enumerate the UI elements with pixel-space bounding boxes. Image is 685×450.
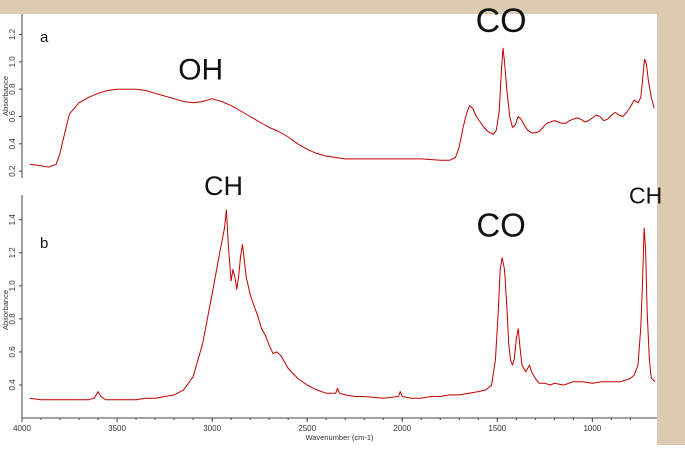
peak-annotation-oh-a: OH bbox=[178, 54, 223, 87]
x-tick-label: 1500 bbox=[488, 424, 506, 433]
y-tick-label-b: 1.0 bbox=[8, 280, 17, 292]
right-border bbox=[657, 0, 685, 445]
y-axis-title-b: Absorbance bbox=[1, 290, 10, 330]
y-tick-label-a: 0.2 bbox=[8, 165, 17, 177]
spectrum-line-b bbox=[29, 209, 656, 401]
plot-area-a bbox=[22, 14, 657, 178]
y-tick-label-a: 1.0 bbox=[8, 56, 17, 68]
y-tick-label-b: 1.2 bbox=[8, 247, 17, 259]
y-axis-title-a: Absorbance bbox=[1, 76, 10, 116]
y-tick-label-b: 0.8 bbox=[8, 313, 17, 325]
y-tick-label-a: 1.2 bbox=[8, 28, 17, 40]
plot-area-b bbox=[22, 195, 657, 418]
y-tick-label-a: 0.8 bbox=[8, 83, 17, 95]
peak-annotation-co-b: CO bbox=[476, 206, 526, 243]
x-tick-label: 3500 bbox=[108, 424, 126, 433]
x-tick-label: 2500 bbox=[298, 424, 316, 433]
y-tick-label-b: 0.6 bbox=[8, 346, 17, 358]
x-tick-label: 4000 bbox=[13, 424, 31, 433]
top-border bbox=[0, 0, 685, 14]
spectrum-line-a bbox=[29, 47, 655, 168]
y-tick-label-b: 1.4 bbox=[8, 214, 17, 226]
panel-letter-a: a bbox=[40, 29, 49, 46]
x-tick-label: 1000 bbox=[583, 424, 601, 433]
y-tick-label-a: 0.6 bbox=[8, 110, 17, 122]
peak-annotation-ch-b: CH bbox=[204, 171, 243, 201]
y-tick-label-b: 0.4 bbox=[8, 379, 17, 391]
x-axis-title: Wavenumber (cm-1) bbox=[305, 433, 374, 442]
panel-letter-b: b bbox=[40, 235, 48, 252]
y-tick-label-a: 0.4 bbox=[8, 138, 17, 150]
peak-annotation-co-a: CO bbox=[476, 2, 527, 40]
x-tick-label: 3000 bbox=[203, 424, 221, 433]
peak-annotation-ch-b: CH bbox=[629, 182, 662, 208]
x-tick-label: 2000 bbox=[393, 424, 411, 433]
